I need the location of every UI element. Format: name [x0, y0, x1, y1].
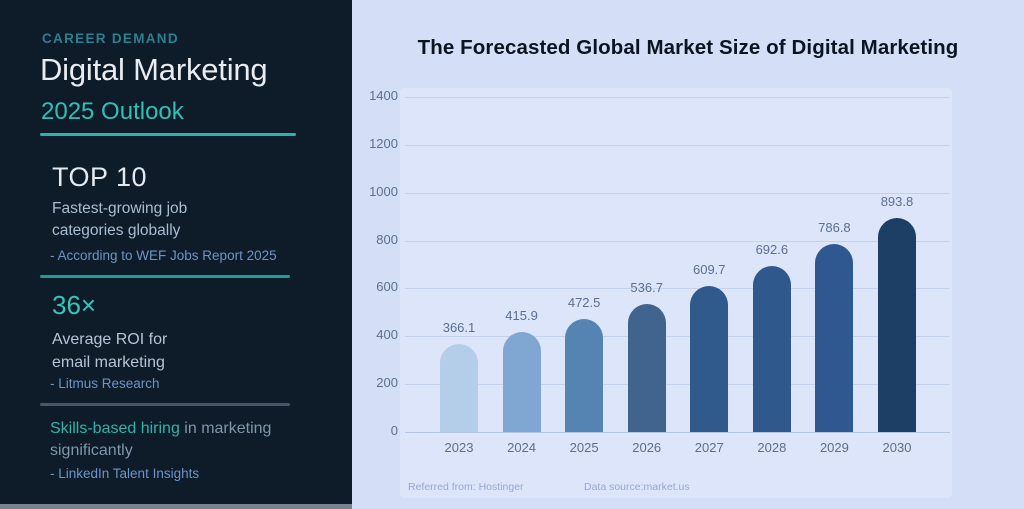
bar-value-label: 472.5: [567, 294, 601, 310]
y-axis-tick-label: 600: [376, 279, 398, 295]
y-axis-tick-label: 1400: [369, 88, 398, 103]
bar-2024: [502, 332, 541, 432]
chart-title: The Forecasted Global Market Size of Dig…: [417, 36, 959, 59]
gridline: [405, 192, 950, 194]
gridline: [405, 97, 950, 98]
x-axis-tick-label: 2027: [694, 440, 724, 455]
stat-description: Fastest-growing job categories globally: [52, 200, 188, 239]
panel-subtitle: 2025 Outlook: [41, 98, 184, 125]
bar-value-label: 786.8: [818, 219, 851, 235]
y-axis-tick-label: 200: [376, 375, 398, 391]
x-axis-tick-label: 2024: [507, 440, 537, 455]
bar-2026: [627, 303, 666, 432]
bar-2027: [690, 286, 729, 432]
gridline: [405, 240, 950, 242]
gridline: [405, 144, 950, 146]
divider-accent: [40, 133, 296, 136]
chart-footer-reference: Referred from: Hostinger: [408, 481, 524, 493]
bar-value-label: 366.1: [442, 320, 476, 336]
stat-headline: 36×: [52, 290, 97, 320]
bar-value-label: 415.9: [505, 308, 538, 324]
stat-source: - Litmus Research: [50, 376, 160, 391]
panel-title: Digital Marketing: [40, 52, 268, 87]
bar-value-label: 692.6: [755, 242, 789, 258]
career-demand-panel: CAREER DEMAND Digital Marketing 2025 Out…: [0, 0, 352, 509]
bar-2028: [752, 266, 791, 432]
stat-description: Average ROI for email marketing: [52, 331, 168, 371]
market-size-chart-panel: The Forecasted Global Market Size of Dig…: [352, 0, 1024, 509]
y-axis-tick-label: 1200: [369, 135, 398, 151]
x-axis-tick-label: 2029: [819, 440, 849, 455]
stat-highlight: Skills-based hiring: [50, 420, 180, 437]
bar-2023: [440, 344, 478, 432]
x-axis-tick-label: 2025: [569, 440, 599, 455]
stat-headline: TOP 10: [52, 162, 148, 192]
x-axis-tick-label: 2023: [444, 440, 474, 455]
chart-footer-source: Data source:market.us: [584, 481, 690, 493]
gridline: [405, 336, 950, 338]
y-axis-tick-label: 0: [390, 423, 398, 438]
y-axis-tick-label: 1000: [369, 183, 398, 199]
gridline: [405, 288, 950, 290]
gridline: [405, 432, 950, 433]
stat-description: Skills-based hiring in marketing signifi…: [50, 418, 312, 462]
gridline: [405, 384, 950, 386]
stat-description-rest: in marketing significantly: [50, 420, 272, 459]
stat-source: - According to WEF Jobs Report 2025: [50, 248, 277, 263]
x-axis-tick-label: 2028: [757, 440, 787, 455]
panel-bottom-edge: [0, 504, 352, 509]
divider-accent: [40, 275, 290, 278]
plot-background: [400, 88, 952, 498]
stat-source: - LinkedIn Talent Insights: [50, 466, 200, 481]
divider-muted: [40, 403, 290, 406]
x-axis-tick-label: 2026: [632, 440, 662, 455]
y-axis-tick-label: 400: [376, 327, 398, 343]
bar-2029: [815, 243, 854, 432]
eyebrow-label: CAREER DEMAND: [42, 31, 179, 46]
bar-2030: [877, 218, 916, 432]
bar-value-label: 536.7: [630, 279, 663, 295]
bar-value-label: 893.8: [880, 194, 914, 210]
y-axis-tick-label: 800: [376, 231, 398, 247]
x-axis-tick-label: 2030: [882, 440, 912, 455]
bar-value-label: 609.7: [692, 262, 726, 278]
bar-2025: [565, 318, 604, 432]
